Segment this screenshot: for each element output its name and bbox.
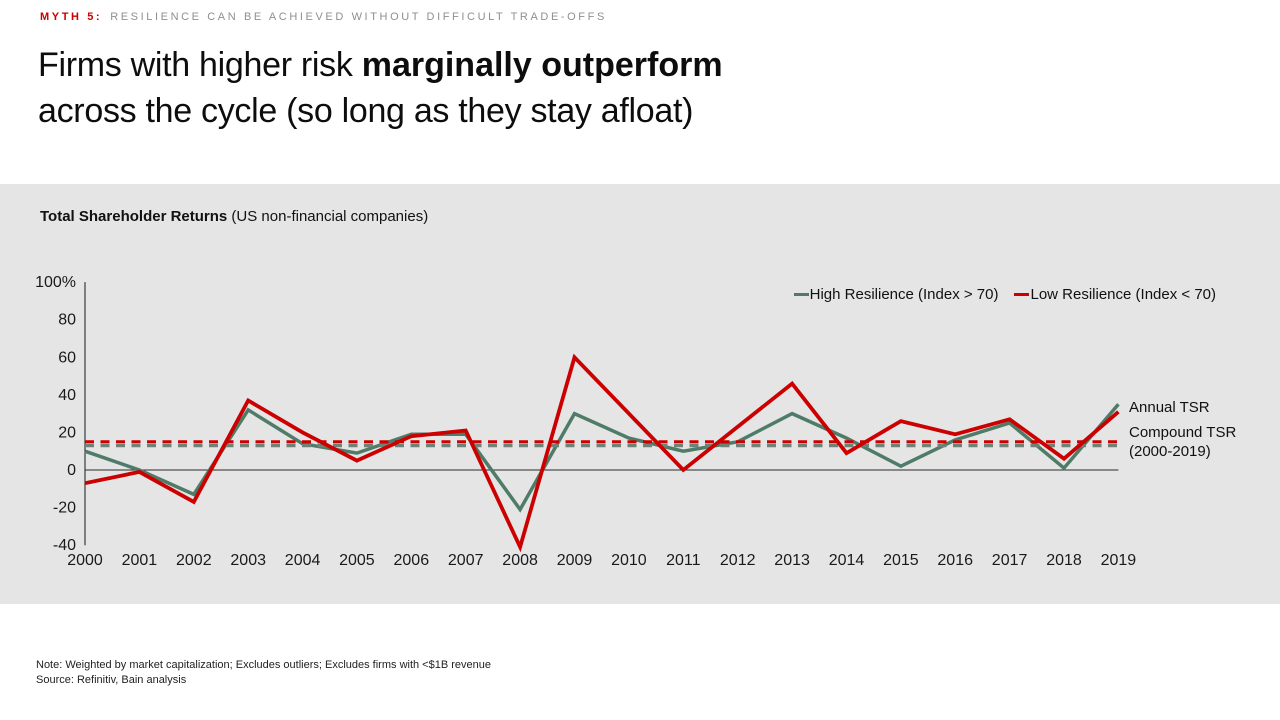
svg-text:2013: 2013 xyxy=(774,552,810,569)
svg-text:2004: 2004 xyxy=(285,552,321,569)
svg-text:2015: 2015 xyxy=(883,552,919,569)
svg-text:2006: 2006 xyxy=(394,552,430,569)
svg-text:2011: 2011 xyxy=(666,552,701,569)
chart-heading-bold: Total Shareholder Returns xyxy=(40,208,228,225)
title-line1-regular: Firms with higher risk xyxy=(38,46,362,84)
svg-text:2012: 2012 xyxy=(720,552,756,569)
svg-text:60: 60 xyxy=(58,349,76,366)
footnote-note: Note: Weighted by market capitalization;… xyxy=(36,659,491,671)
kicker-myth-label: MYTH 5: xyxy=(40,11,103,23)
footnote-source: Source: Refinitiv, Bain analysis xyxy=(36,674,187,686)
annotation-compound-range: (2000-2019) xyxy=(1129,443,1211,460)
svg-text:2002: 2002 xyxy=(176,552,212,569)
svg-text:2019: 2019 xyxy=(1101,552,1137,569)
chart-panel: Total Shareholder Returns (US non-financ… xyxy=(0,184,1280,604)
svg-text:2009: 2009 xyxy=(557,552,593,569)
svg-text:2000: 2000 xyxy=(67,552,103,569)
svg-text:-40: -40 xyxy=(53,537,76,554)
svg-text:80: 80 xyxy=(58,312,76,329)
legend-item-high-resilience: High Resilience (Index > 70) xyxy=(793,286,999,303)
title-line1-bold: marginally outperform xyxy=(361,46,723,84)
svg-text:2008: 2008 xyxy=(502,552,538,569)
kicker: MYTH 5: RESILIENCE CAN BE ACHIEVED WITHOU… xyxy=(40,11,607,23)
kicker-myth-text: RESILIENCE CAN BE ACHIEVED WITHOUT DIFFI… xyxy=(110,11,607,23)
page-title: Firms with higher risk marginally outper… xyxy=(38,42,723,134)
svg-text:2016: 2016 xyxy=(937,552,973,569)
svg-text:100%: 100% xyxy=(35,274,76,291)
annotation-annual-tsr: Annual TSR xyxy=(1129,399,1210,416)
annotation-compound-label: Compound TSR xyxy=(1129,424,1237,441)
title-line2: across the cycle (so long as they stay a… xyxy=(38,92,694,130)
svg-text:2010: 2010 xyxy=(611,552,647,569)
svg-text:20: 20 xyxy=(58,424,76,441)
legend-line-marker-low-icon xyxy=(1014,293,1030,296)
svg-text:2014: 2014 xyxy=(829,552,865,569)
chart-heading-regular: (US non-financial companies) xyxy=(227,208,429,225)
svg-text:-20: -20 xyxy=(53,500,76,517)
chart-heading: Total Shareholder Returns (US non-financ… xyxy=(40,208,428,225)
svg-text:2005: 2005 xyxy=(339,552,375,569)
legend-label-high: High Resilience (Index > 70) xyxy=(809,286,999,303)
svg-text:2017: 2017 xyxy=(992,552,1028,569)
legend-label-low: Low Resilience (Index < 70) xyxy=(1030,286,1216,303)
svg-text:0: 0 xyxy=(67,462,76,479)
svg-text:2003: 2003 xyxy=(230,552,266,569)
svg-text:2007: 2007 xyxy=(448,552,484,569)
chart-legend: High Resilience (Index > 70) Low Resilie… xyxy=(793,286,1216,303)
svg-text:2018: 2018 xyxy=(1046,552,1082,569)
legend-item-low-resilience: Low Resilience (Index < 70) xyxy=(1014,286,1216,303)
footnote: Note: Weighted by market capitalization;… xyxy=(36,658,491,688)
legend-line-marker-high-icon xyxy=(793,293,809,296)
svg-text:40: 40 xyxy=(58,387,76,404)
annotation-compound-tsr: Compound TSR (2000-2019) xyxy=(1129,423,1236,461)
svg-text:2001: 2001 xyxy=(122,552,158,569)
